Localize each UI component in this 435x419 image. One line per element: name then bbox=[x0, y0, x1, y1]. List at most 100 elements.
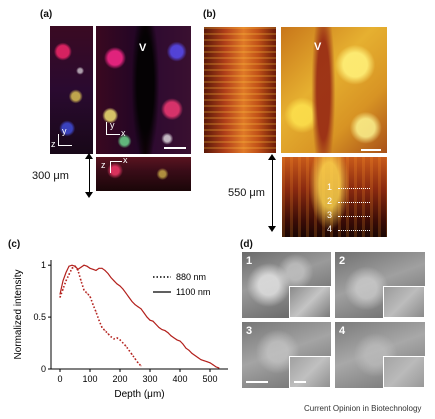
data-point bbox=[116, 337, 118, 339]
data-point bbox=[161, 329, 163, 331]
data-point bbox=[170, 335, 172, 337]
data-point bbox=[140, 365, 142, 367]
data-point bbox=[92, 268, 94, 270]
data-point bbox=[107, 272, 109, 274]
tile-label: 4 bbox=[339, 325, 346, 337]
data-point bbox=[152, 320, 154, 322]
axis-x-label: x bbox=[121, 128, 126, 138]
x-tick-label: 200 bbox=[112, 374, 127, 384]
data-point bbox=[125, 292, 127, 294]
y-axis-label: Normalized intensity bbox=[13, 269, 24, 359]
data-point bbox=[191, 352, 193, 354]
data-point bbox=[137, 362, 139, 364]
axis-x-arrow bbox=[110, 161, 122, 162]
panel-a-side-projection: y z bbox=[50, 26, 93, 154]
panel-b-xy-image: V bbox=[281, 27, 387, 153]
depth-marker-label: 3 bbox=[327, 210, 333, 220]
depth-marker-label: 1 bbox=[327, 182, 333, 192]
data-point bbox=[71, 264, 73, 266]
data-point bbox=[176, 339, 178, 341]
panel-a-vessel-label: V bbox=[139, 42, 147, 54]
data-point bbox=[107, 333, 109, 335]
zoom-inset bbox=[289, 356, 331, 388]
data-point bbox=[95, 311, 97, 313]
data-point bbox=[104, 330, 106, 332]
panel-d-tile: 4 bbox=[335, 322, 425, 388]
data-point bbox=[95, 269, 97, 271]
data-point bbox=[149, 319, 151, 321]
data-point bbox=[164, 330, 166, 332]
panel-b-label: (b) bbox=[203, 9, 216, 20]
x-tick-label: 500 bbox=[202, 374, 217, 384]
data-point bbox=[158, 326, 160, 328]
depth-marker-line bbox=[338, 202, 370, 203]
data-point bbox=[110, 277, 112, 279]
data-point bbox=[155, 323, 157, 325]
data-point bbox=[68, 265, 70, 267]
axis-z-label: z bbox=[101, 160, 106, 170]
data-point bbox=[62, 280, 64, 282]
data-point bbox=[212, 364, 214, 366]
data-point bbox=[74, 265, 76, 267]
data-point bbox=[119, 285, 121, 287]
depth-marker-line bbox=[338, 188, 370, 189]
data-point bbox=[59, 293, 61, 295]
inset-scale-bar bbox=[294, 381, 306, 383]
data-point bbox=[98, 319, 100, 321]
panel-c-label: (c) bbox=[8, 239, 21, 250]
data-point bbox=[65, 280, 67, 282]
panel-d-tile: 1 bbox=[242, 252, 331, 318]
panel-a-label: (a) bbox=[40, 9, 53, 20]
axis-y-arrow bbox=[58, 134, 59, 146]
data-point bbox=[122, 342, 124, 344]
data-point bbox=[104, 269, 106, 271]
depth-marker-line bbox=[338, 216, 370, 217]
data-point bbox=[194, 355, 196, 357]
depth-marker-line bbox=[338, 230, 370, 231]
data-point bbox=[134, 304, 136, 306]
x-tick-label: 100 bbox=[82, 374, 97, 384]
arrowhead-down-icon bbox=[268, 226, 276, 232]
arrowhead-down-icon bbox=[85, 192, 93, 198]
data-point bbox=[113, 338, 115, 340]
data-point bbox=[80, 266, 82, 268]
data-point bbox=[173, 337, 175, 339]
data-point bbox=[77, 268, 79, 270]
zoom-inset bbox=[383, 286, 425, 318]
scale-bar bbox=[361, 149, 381, 151]
data-point bbox=[113, 280, 115, 282]
axis-y-label: y bbox=[62, 126, 67, 136]
panel-b-vessel-label: V bbox=[314, 41, 322, 53]
x-tick-label: 400 bbox=[172, 374, 187, 384]
data-point bbox=[101, 326, 103, 328]
data-point bbox=[167, 332, 169, 334]
data-point bbox=[83, 289, 85, 291]
data-point bbox=[179, 340, 181, 342]
scale-bar bbox=[164, 147, 186, 149]
axis-z-arrow bbox=[58, 145, 72, 146]
figure-credit: Current Opinion in Biotechnology bbox=[304, 404, 422, 413]
data-point bbox=[125, 345, 127, 347]
data-point bbox=[110, 336, 112, 338]
tile-label: 2 bbox=[339, 255, 346, 267]
data-point bbox=[116, 283, 118, 285]
panel-a-xz-image: z x bbox=[96, 157, 191, 191]
data-point bbox=[134, 358, 136, 360]
y-tick-label: 0 bbox=[41, 364, 46, 374]
axis-y-label: y bbox=[110, 120, 115, 130]
axis-z-arrow bbox=[110, 161, 111, 173]
data-point bbox=[203, 360, 205, 362]
legend-entry: 880 nm bbox=[176, 272, 206, 282]
data-point bbox=[143, 312, 145, 314]
depth-marker-label: 2 bbox=[327, 196, 333, 206]
data-point bbox=[131, 353, 133, 355]
y-tick-label: 0.5 bbox=[33, 312, 46, 322]
tile-label: 1 bbox=[246, 255, 253, 267]
x-tick-label: 300 bbox=[142, 374, 157, 384]
data-point bbox=[89, 295, 91, 297]
x-tick-label: 0 bbox=[57, 374, 62, 384]
x-axis-label: Depth (μm) bbox=[114, 389, 164, 400]
data-point bbox=[188, 349, 190, 351]
depth-arrow bbox=[272, 156, 273, 228]
data-point bbox=[131, 301, 133, 303]
